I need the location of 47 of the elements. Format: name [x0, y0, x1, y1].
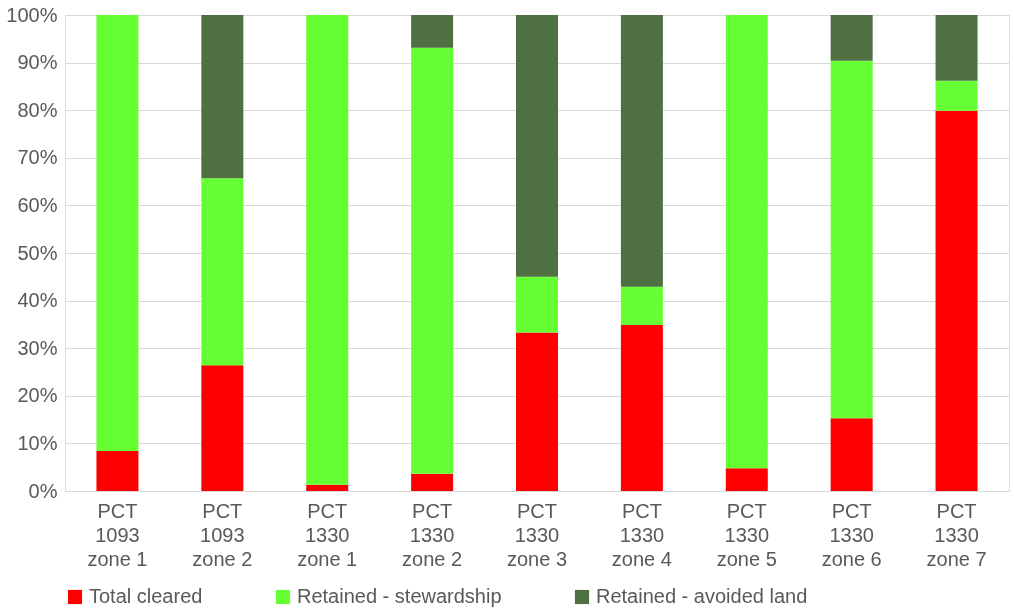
bar [201, 365, 244, 491]
legend-label: Retained - avoided land [596, 585, 808, 607]
legend-label: Retained - stewardship [297, 585, 502, 607]
legend-label: Total cleared [89, 585, 203, 607]
bar [935, 80, 978, 111]
y-tick-label: 70% [17, 146, 58, 169]
x-tick-label: PCT 1330 zone 3 [506, 499, 568, 570]
y-tick-label: 20% [17, 384, 58, 407]
bar [96, 451, 139, 491]
x-tick-label: PCT 1330 zone 2 [402, 499, 463, 570]
y-tick-label: 40% [17, 289, 58, 312]
bar [830, 418, 873, 491]
x-tick-label: PCT 1330 zone 4 [611, 499, 672, 570]
bar [620, 324, 663, 491]
bar [935, 15, 978, 81]
bar [306, 15, 349, 485]
bar [516, 15, 558, 277]
x-tick-label: PCT 1330 zone 6 [821, 499, 882, 570]
y-tick-label: 90% [17, 51, 58, 74]
y-tick-label: 0% [28, 479, 58, 502]
x-tick-label: PCT 1093 zone 2 [192, 499, 253, 570]
bar [411, 15, 454, 48]
x-tick-label: PCT 1330 zone 7 [926, 499, 987, 570]
y-tick-label: 50% [17, 241, 58, 264]
bar [96, 15, 139, 452]
y-tick-label: 60% [17, 193, 58, 216]
bar [620, 15, 663, 287]
bar [620, 286, 663, 325]
y-tick-label: 80% [17, 98, 58, 121]
bar [516, 332, 558, 491]
bar [516, 276, 558, 333]
x-tick-label: PCT 1330 zone 5 [716, 499, 777, 570]
y-tick-label: 100% [6, 3, 58, 26]
y-tick-label: 30% [17, 336, 58, 359]
bar [830, 15, 873, 61]
x-tick-label: PCT 1093 zone 1 [87, 499, 148, 570]
x-tick-label: PCT 1330 zone 1 [297, 499, 358, 570]
y-tick-label: 10% [17, 431, 58, 454]
bar [201, 15, 244, 179]
bar [725, 468, 768, 491]
bar [411, 47, 454, 474]
bar [306, 484, 349, 491]
bar [411, 473, 454, 491]
bar [935, 110, 978, 491]
bar [830, 60, 873, 419]
bar [201, 178, 244, 366]
bar [725, 15, 768, 469]
